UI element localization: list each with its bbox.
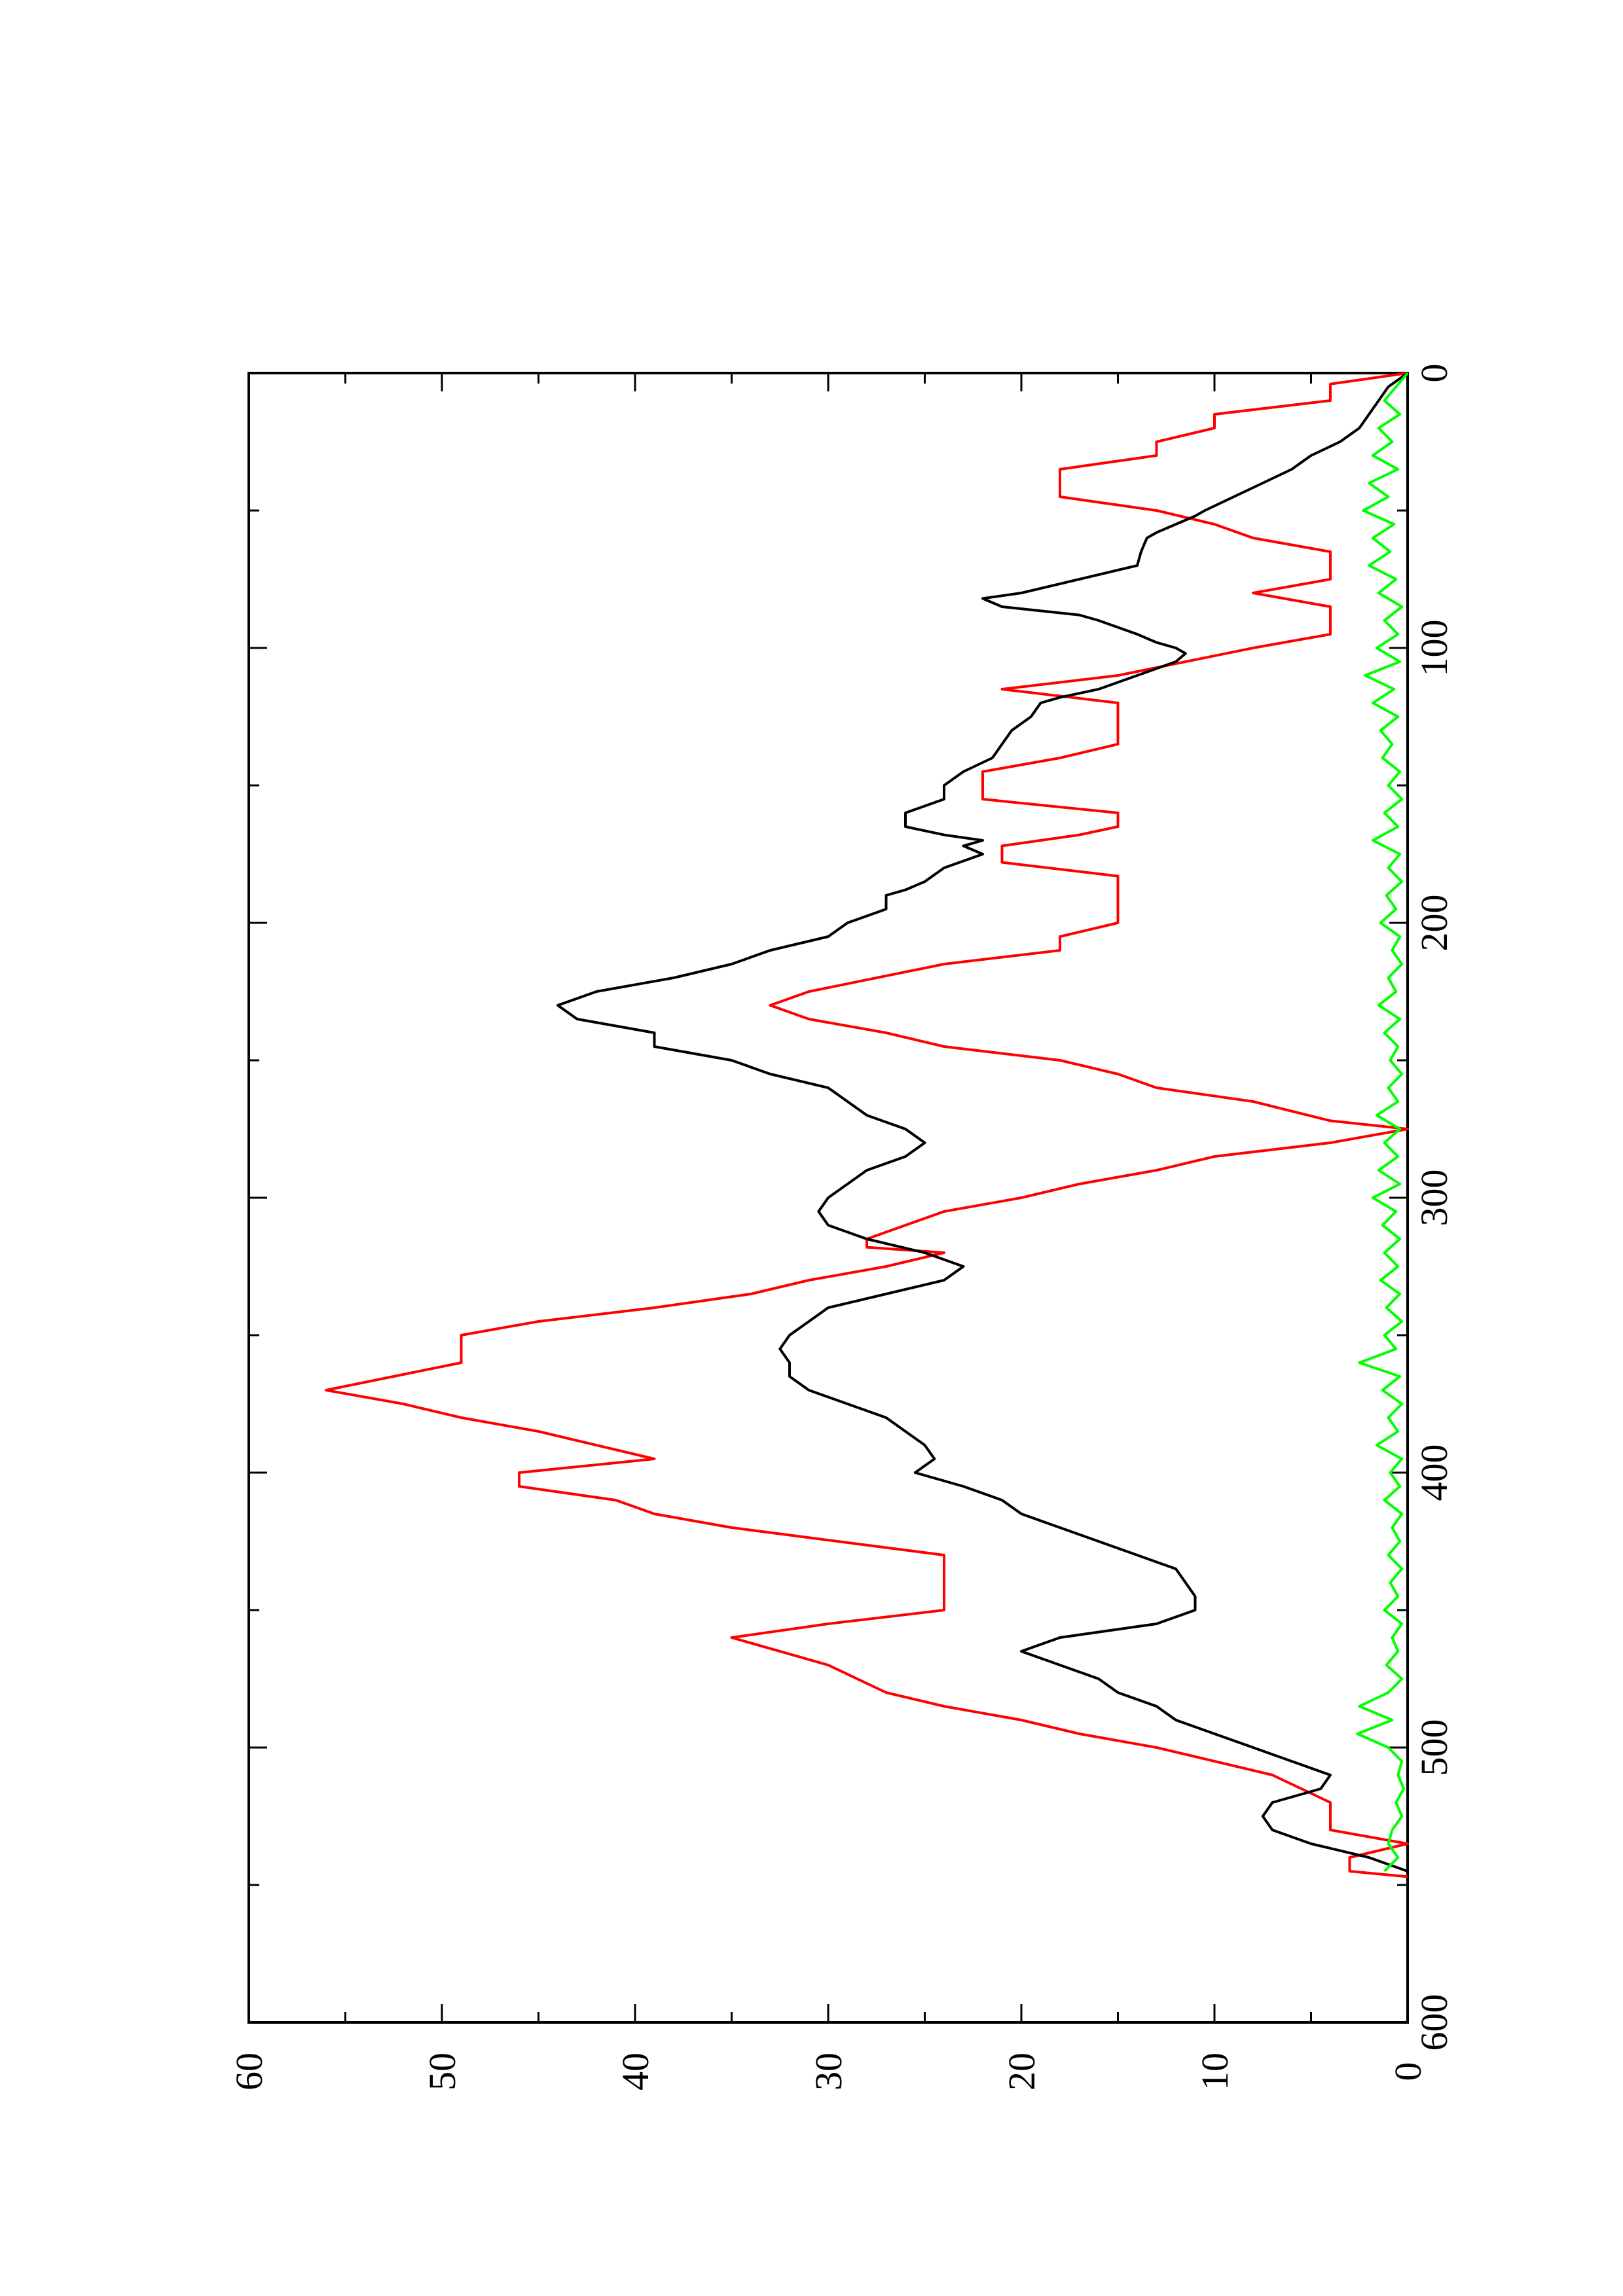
y-tick-label: 10 [1194, 2053, 1236, 2090]
x-tick-label: 600 [1413, 1994, 1455, 2051]
series-line-2 [1356, 372, 1409, 1873]
x-tick-label: 400 [1413, 1444, 1455, 1501]
x-tick-label: 0 [1413, 364, 1455, 383]
y-tick-label: 0 [1387, 2062, 1429, 2081]
series-group [325, 372, 1409, 1878]
x-tick-label: 500 [1413, 1719, 1455, 1776]
axis-ticks [247, 372, 1409, 2024]
y-tick-label: 60 [228, 2053, 270, 2090]
y-tick-label: 30 [807, 2053, 850, 2090]
y-tick-label: 40 [614, 2053, 657, 2090]
tick-labels: 0 100 200 300 400 500 600 0 10 20 30 40 50 60 [228, 364, 1455, 2091]
series-line-0 [325, 372, 1409, 1878]
y-tick-label: 20 [1000, 2053, 1043, 2090]
x-tick-label: 300 [1413, 1170, 1455, 1227]
x-tick-label: 200 [1413, 895, 1455, 952]
series-line-1 [556, 372, 1409, 1873]
x-tick-label: 100 [1413, 620, 1455, 677]
y-tick-label: 50 [421, 2053, 464, 2090]
